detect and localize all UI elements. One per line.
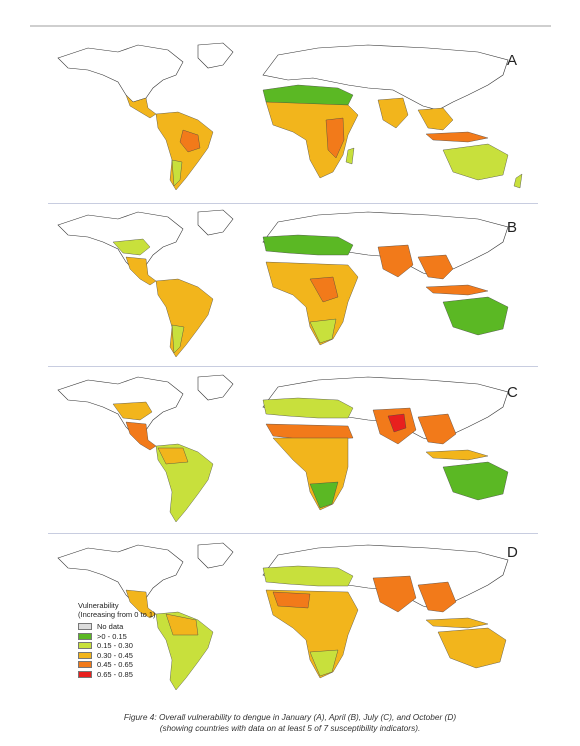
australia-fill: [442, 143, 509, 181]
africa-fill: [265, 261, 359, 346]
south-america-low: [171, 324, 185, 354]
legend-item: 0.65 - 0.85: [78, 670, 156, 680]
indonesia-fill: [425, 131, 489, 143]
madagascar-fill: [345, 147, 355, 165]
north-africa-fill: [262, 397, 354, 419]
north-america-outline: [57, 44, 184, 103]
greenland-outline: [197, 542, 234, 569]
legend-label: 0.15 - 0.30: [97, 641, 133, 651]
southeast-asia-fill: [417, 581, 457, 613]
top-divider: [30, 25, 551, 27]
southern-africa-low: [309, 649, 339, 677]
south-america-mid: [165, 613, 199, 636]
southeast-asia-fill: [417, 413, 457, 445]
panel-label-d: D: [507, 544, 518, 561]
usa-south-fill: [112, 238, 151, 256]
south-asia-fill: [377, 97, 409, 129]
greenland-outline: [197, 209, 234, 236]
figure-caption-line2: (showing countries with data on at least…: [159, 723, 421, 733]
panel-divider: [48, 533, 538, 534]
north-africa-fill: [262, 234, 354, 256]
legend-label: >0 - 0.15: [97, 631, 127, 641]
map-panel-b: [48, 207, 538, 362]
world-map-january: [57, 42, 523, 191]
legend-label: 0.45 - 0.65: [97, 660, 133, 670]
south-america-high: [179, 129, 201, 153]
world-map-april: [57, 209, 509, 358]
legend-item: 0.30 - 0.45: [78, 651, 156, 661]
legend-label: No data: [97, 622, 124, 632]
world-map-october: [57, 542, 509, 691]
south-asia-fill: [372, 575, 417, 613]
legend-item: >0 - 0.15: [78, 632, 156, 642]
central-america-fill: [125, 94, 157, 119]
australia-fill: [442, 296, 509, 336]
south-asia-red: [387, 413, 407, 433]
australia-fill: [442, 461, 509, 501]
map-panel-d: [48, 540, 538, 695]
greenland-outline: [197, 42, 234, 69]
panel-label-b: B: [507, 219, 518, 236]
indonesia-fill: [425, 449, 489, 461]
central-america-fill: [125, 589, 157, 619]
legend-item: 0.15 - 0.30: [78, 641, 156, 651]
legend-title-line1: Vulnerability: [78, 601, 119, 610]
north-africa-fill: [262, 565, 354, 587]
indonesia-fill: [425, 617, 489, 629]
africa-high: [272, 591, 311, 609]
legend-swatch: [78, 623, 92, 631]
central-america-fill: [125, 421, 157, 451]
south-america-fill: [155, 611, 214, 691]
australia-fill: [437, 627, 507, 669]
south-america-low: [171, 159, 183, 187]
legend-item: 0.45 - 0.65: [78, 660, 156, 670]
legend-swatch: [78, 642, 92, 650]
legend-swatch: [78, 670, 92, 678]
north-america-outline: [57, 211, 184, 270]
southeast-asia-fill: [417, 107, 454, 131]
legend-swatch: [78, 661, 92, 669]
eurasia-outline: [262, 44, 509, 111]
world-map-july: [57, 374, 509, 523]
panel-label-a: A: [507, 52, 518, 69]
indonesia-fill: [425, 284, 489, 296]
map-panel-a: [48, 40, 538, 195]
south-america-fill: [155, 111, 214, 191]
legend-swatch: [78, 632, 92, 640]
south-america-fill: [155, 278, 214, 358]
figure-caption-line1: Figure 4: Overall vulnerability to dengu…: [123, 712, 457, 722]
southeast-asia-fill: [417, 254, 454, 280]
southern-africa-low: [309, 481, 339, 509]
legend-item: No data: [78, 622, 156, 632]
south-asia-fill: [377, 244, 414, 278]
legend-label: 0.30 - 0.45: [97, 650, 133, 660]
south-america-mid: [157, 447, 189, 465]
central-america-fill: [125, 256, 157, 286]
east-africa-high: [325, 117, 345, 159]
sahel-fill: [265, 423, 354, 441]
panel-divider: [48, 366, 538, 367]
panel-label-c: C: [507, 384, 518, 401]
greenland-outline: [197, 374, 234, 401]
map-legend: Vulnerability (Increasing from 0 to 1) N…: [78, 601, 156, 679]
map-panel-c: [48, 372, 538, 527]
north-america-outline: [57, 544, 184, 603]
legend-title: Vulnerability (Increasing from 0 to 1): [78, 601, 156, 619]
north-america-outline: [57, 376, 184, 435]
legend-label: 0.65 - 0.85: [97, 669, 133, 679]
new-zealand-fill: [513, 173, 523, 189]
southern-africa-low: [309, 318, 337, 344]
legend-title-line2: (Increasing from 0 to 1): [78, 610, 156, 619]
africa-high: [309, 276, 339, 303]
legend-swatch: [78, 651, 92, 659]
africa-fill: [272, 437, 349, 511]
panel-divider: [48, 203, 538, 204]
usa-south-fill: [112, 401, 153, 421]
